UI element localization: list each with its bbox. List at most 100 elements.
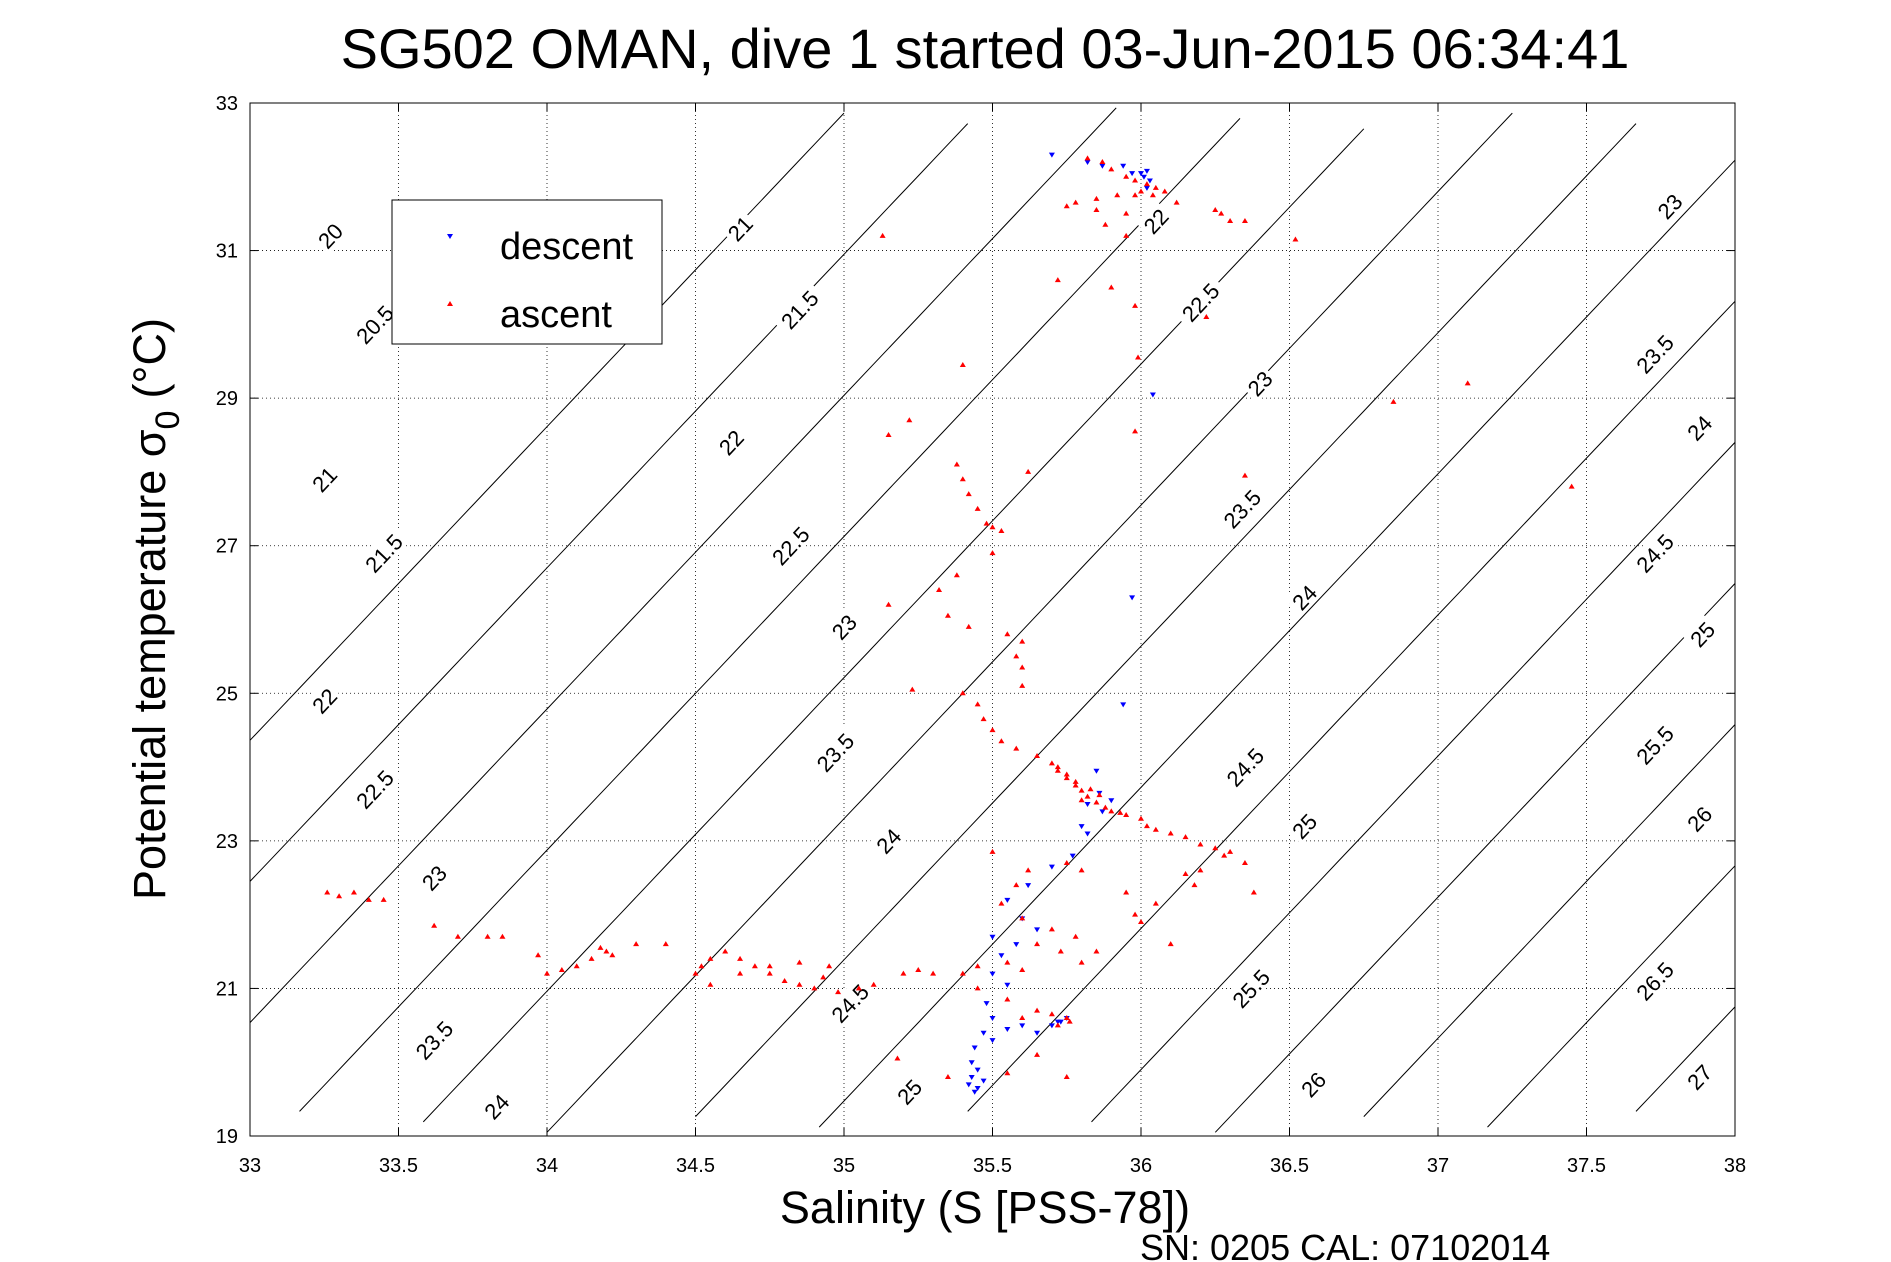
point-ascent: [1132, 428, 1139, 434]
point-ascent: [766, 963, 773, 969]
point-ascent: [906, 417, 913, 423]
y-tick-label: 25: [216, 683, 238, 705]
point-ascent: [633, 941, 640, 947]
contour-label-bg: [1172, 273, 1227, 330]
x-tick-label: 33.5: [379, 1155, 418, 1177]
point-ascent: [826, 963, 833, 969]
point-ascent: [1568, 483, 1575, 489]
contour-label-bg: [1240, 363, 1279, 402]
point-ascent: [1212, 845, 1219, 851]
point-ascent: [1390, 398, 1397, 404]
point-descent: [1048, 152, 1055, 158]
x-tick-label: 37.5: [1567, 1155, 1606, 1177]
point-ascent: [1072, 782, 1079, 788]
legend: descent ascent: [391, 199, 663, 345]
point-ascent: [930, 970, 937, 976]
point-ascent: [1203, 313, 1210, 319]
point-ascent: [1102, 221, 1109, 227]
point-descent: [1084, 801, 1091, 807]
point-ascent: [1135, 354, 1142, 360]
point-ascent: [1167, 941, 1174, 947]
contour-label-bg: [1682, 614, 1721, 653]
contour-label-bg: [889, 1071, 928, 1111]
contour-label-bg: [1679, 407, 1718, 447]
point-ascent: [1108, 166, 1115, 172]
contour-label-bg: [807, 723, 862, 780]
point-ascent: [1173, 199, 1180, 205]
point-descent: [989, 1038, 996, 1044]
point-ascent: [1078, 959, 1085, 965]
point-ascent: [1019, 664, 1026, 670]
point-ascent: [1072, 933, 1079, 939]
contour-label-bg: [304, 459, 343, 498]
sigma-contour: [299, 118, 1241, 1112]
point-ascent: [1182, 871, 1189, 877]
point-ascent: [1004, 996, 1011, 1002]
point-ascent: [1227, 848, 1234, 854]
legend-label-ascent: ascent: [500, 294, 612, 336]
contour-label-bg: [1679, 798, 1718, 838]
y-axis-label-main: Potential temperature σ: [124, 429, 175, 900]
point-descent: [968, 1074, 975, 1080]
point-ascent: [835, 989, 842, 995]
point-ascent: [1096, 792, 1103, 798]
x-tick-label: 33: [239, 1155, 261, 1177]
x-tick-label: 34.5: [676, 1155, 715, 1177]
point-ascent: [365, 896, 372, 902]
point-ascent: [1063, 203, 1070, 209]
point-descent: [989, 1015, 996, 1021]
point-ascent: [597, 944, 604, 950]
point-ascent: [692, 970, 699, 976]
y-tick-label: 31: [216, 241, 238, 263]
point-descent: [1146, 178, 1153, 184]
contour-label-bg: [1293, 1064, 1332, 1103]
point-descent: [1143, 185, 1150, 191]
point-ascent: [953, 572, 960, 578]
sigma-contour: [1487, 865, 1736, 1128]
sigma-contour: [1363, 724, 1736, 1117]
point-ascent: [983, 520, 990, 526]
point-ascent: [796, 959, 803, 965]
axis-ticks: 33 33.5 34 34.5 35 35.5 36 36.5 37 37.5 38 19 21 23 25…: [216, 93, 1746, 1177]
point-ascent: [1250, 889, 1257, 895]
point-ascent: [974, 963, 981, 969]
point-ascent: [1241, 218, 1248, 224]
y-tick-label: 23: [216, 831, 238, 853]
point-ascent: [1143, 823, 1150, 829]
point-ascent: [722, 948, 729, 954]
point-descent: [1138, 171, 1144, 177]
contour-label-bg: [821, 974, 877, 1031]
point-ascent: [1102, 804, 1109, 810]
sigma-contour: [1091, 442, 1736, 1123]
point-ascent: [909, 686, 916, 692]
point-ascent: [1197, 867, 1204, 873]
point-descent: [965, 1082, 972, 1088]
sigma-contour: [1635, 1006, 1736, 1112]
point-ascent: [1019, 682, 1026, 688]
point-ascent: [1093, 948, 1100, 954]
point-ascent: [781, 978, 788, 984]
point-descent: [1048, 1023, 1055, 1029]
contour-label-bg: [1217, 738, 1272, 795]
point-ascent: [1182, 834, 1189, 840]
point-ascent: [1019, 915, 1026, 921]
point-ascent: [811, 985, 818, 991]
point-ascent: [1138, 919, 1144, 925]
point-ascent: [1034, 1007, 1041, 1013]
point-ascent: [1025, 468, 1032, 474]
point-ascent: [707, 955, 714, 961]
y-tick-label: 33: [216, 93, 238, 115]
point-ascent: [1063, 775, 1070, 781]
point-descent: [1004, 1027, 1011, 1033]
point-ascent: [1034, 753, 1041, 759]
legend-label-descent: descent: [500, 226, 634, 268]
point-ascent: [737, 955, 744, 961]
point-descent: [1034, 927, 1041, 933]
point-ascent: [350, 889, 357, 895]
point-ascent: [1123, 812, 1130, 818]
point-ascent: [1152, 184, 1159, 190]
point-descent: [1099, 809, 1106, 815]
legend-box: [391, 199, 663, 345]
point-ascent: [380, 896, 387, 902]
point-ascent: [1004, 631, 1011, 637]
